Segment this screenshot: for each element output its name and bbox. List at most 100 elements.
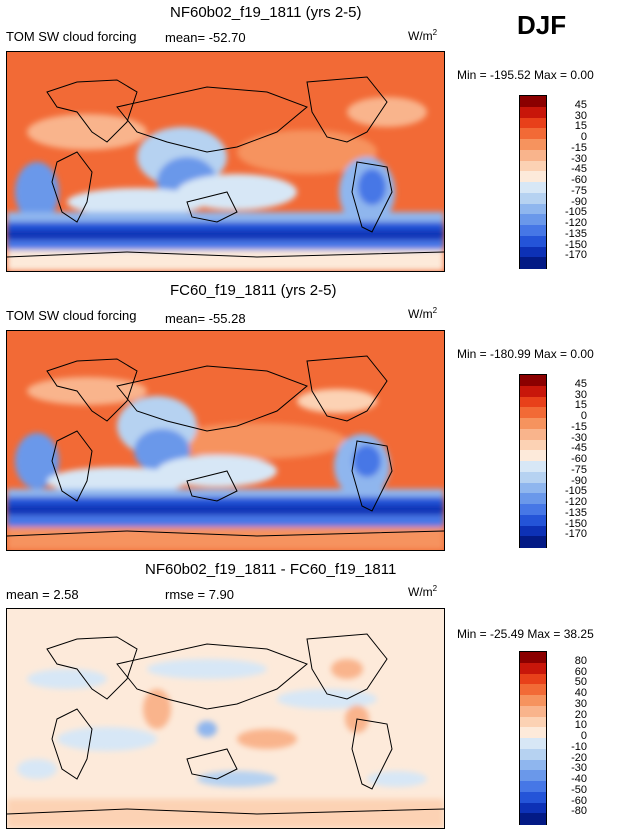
colorbar-swatch	[520, 759, 546, 771]
colorbar-label: -30	[571, 152, 587, 165]
colorbar-swatch	[520, 225, 546, 237]
colorbar-label: -75	[571, 184, 587, 197]
colorbar-label: -90	[571, 195, 587, 208]
panel-1-coastlines	[7, 76, 444, 258]
colorbar-swatch	[520, 738, 546, 750]
colorbar-label: -30	[571, 431, 587, 444]
colorbar-swatch	[520, 235, 546, 247]
colorbar-label: -60	[571, 174, 587, 186]
panel-3-field	[7, 609, 444, 828]
colorbar-swatch	[520, 375, 546, 387]
colorbar-swatch	[520, 781, 546, 793]
panel-2-mean: mean= -55.28	[165, 311, 246, 326]
colorbar-label: -45	[571, 442, 587, 455]
panel-2-map-svg	[7, 331, 444, 550]
colorbar-swatch	[520, 684, 546, 696]
colorbar-swatch	[520, 428, 546, 440]
panel-1-units: W/m2	[408, 28, 437, 43]
colorbar-swatch	[520, 791, 546, 803]
colorbar-label: -120	[564, 217, 587, 229]
colorbar-swatch	[520, 418, 546, 430]
panel-1-units-sup: 2	[432, 28, 438, 37]
panel-1-variable: TOM SW cloud forcing	[6, 29, 137, 44]
colorbar-label: 45	[574, 377, 587, 390]
colorbar-label: 10	[574, 719, 587, 732]
panel-3-colorbar	[519, 651, 547, 825]
colorbar-swatch	[520, 662, 546, 674]
colorbar-label: 30	[574, 697, 587, 710]
colorbar-label: -80	[571, 805, 587, 818]
panel-3-units-sup: 2	[432, 584, 438, 593]
colorbar-swatch	[520, 504, 546, 516]
colorbar-label: -40	[571, 773, 587, 785]
colorbar-swatch	[520, 673, 546, 685]
panel-2-variable: TOM SW cloud forcing	[6, 308, 137, 323]
colorbar-label: -105	[564, 485, 587, 498]
colorbar-label: 40	[574, 687, 587, 699]
colorbar-swatch	[520, 171, 546, 183]
colorbar-swatch	[520, 246, 546, 258]
colorbar-label: 45	[574, 98, 587, 111]
colorbar-swatch	[520, 214, 546, 226]
colorbar-swatch	[520, 160, 546, 172]
panel-2-minmax: Min = -180.99 Max = 0.00	[457, 347, 594, 361]
colorbar-swatch	[520, 652, 546, 664]
colorbar-label: -15	[571, 141, 587, 154]
panel-3-units: W/m2	[408, 584, 437, 599]
panel-3-coastlines	[7, 633, 444, 815]
colorbar-swatch	[520, 727, 546, 739]
panel-1-minmax: Min = -195.52 Max = 0.00	[457, 68, 594, 82]
colorbar-swatch	[520, 385, 546, 397]
panel-1-colorbar	[519, 95, 547, 269]
colorbar-swatch	[520, 461, 546, 473]
panel-3-rmse: rmse = 7.90	[165, 587, 235, 602]
panel-2-title: FC60_f19_1811 (yrs 2-5)	[170, 282, 337, 299]
colorbar-label: 0	[580, 410, 587, 422]
colorbar-label: 30	[574, 109, 587, 122]
season-label: DJF	[517, 10, 567, 40]
colorbar-label: -170	[564, 249, 587, 262]
colorbar-swatch	[520, 705, 546, 717]
colorbar-swatch	[520, 471, 546, 483]
colorbar-swatch	[520, 525, 546, 537]
colorbar-label: 0	[580, 730, 587, 742]
colorbar-swatch	[520, 802, 546, 814]
colorbar-label: -135	[564, 506, 587, 519]
panel-3-units-base: W/m	[408, 585, 433, 599]
panel-2-coastlines	[7, 355, 444, 537]
panel-3-map	[6, 608, 445, 829]
colorbar-swatch	[520, 748, 546, 760]
panel-2-units-sup: 2	[432, 306, 438, 315]
colorbar-label: 20	[574, 708, 587, 721]
panel-3-title: NF60b02_f19_1811 - FC60_f19_1811	[145, 561, 397, 578]
colorbar-swatch	[520, 450, 546, 462]
colorbar-label: -10	[571, 740, 587, 753]
colorbar-swatch	[520, 439, 546, 451]
colorbar-label: -60	[571, 794, 587, 807]
colorbar-swatch	[520, 770, 546, 782]
panel-1-title: NF60b02_f19_1811 (yrs 2-5)	[170, 4, 362, 21]
colorbar-swatch	[520, 813, 546, 825]
panel-2-units-base: W/m	[408, 307, 433, 321]
colorbar-label: -170	[564, 528, 587, 541]
colorbar-label: -45	[571, 163, 587, 176]
panel-1-map-svg	[7, 52, 444, 271]
colorbar-label: 50	[574, 676, 587, 689]
panel-2-map	[6, 330, 445, 551]
panel-3-map-svg	[7, 609, 444, 828]
colorbar-swatch	[520, 695, 546, 707]
colorbar-swatch	[520, 514, 546, 526]
colorbar-label: -30	[571, 762, 587, 775]
colorbar-label: -135	[564, 227, 587, 240]
colorbar-swatch	[520, 149, 546, 161]
colorbar-label: -15	[571, 420, 587, 433]
colorbar-swatch	[520, 96, 546, 108]
colorbar-swatch	[520, 493, 546, 505]
panel-1-mean: mean= -52.70	[165, 30, 246, 45]
colorbar-swatch	[520, 536, 546, 548]
colorbar-swatch	[520, 396, 546, 408]
colorbar-swatch	[520, 128, 546, 140]
colorbar-label: -150	[564, 517, 587, 530]
colorbar-label: -60	[571, 453, 587, 465]
colorbar-label: 15	[574, 120, 587, 133]
